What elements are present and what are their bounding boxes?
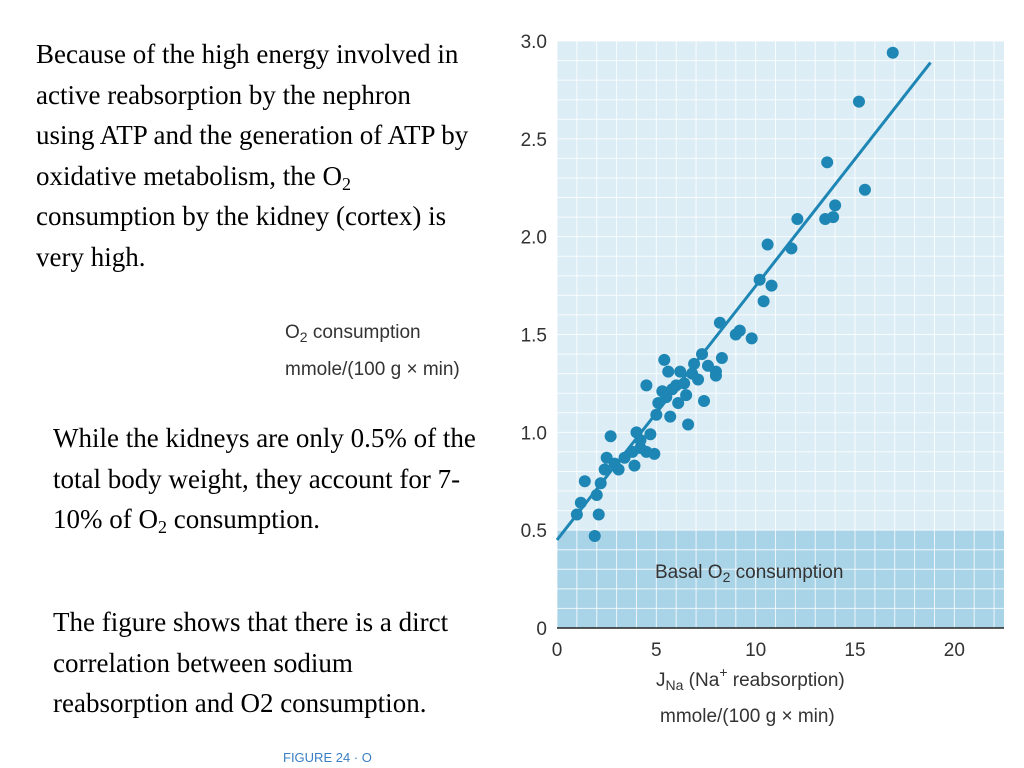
paragraph-body-weight-text-b: consumption. (166, 504, 320, 534)
data-point (688, 357, 701, 370)
data-point (650, 408, 663, 421)
basal-label-prefix: Basal O (655, 562, 723, 583)
data-point (715, 351, 728, 364)
y-tick-label: 0 (536, 619, 547, 640)
y-tick-label: 2.5 (521, 130, 547, 151)
data-point (628, 459, 641, 472)
y-tick-label: 2.0 (521, 228, 547, 249)
paragraph-body-weight-text-a: While the kidneys are only 0.5% of the t… (53, 423, 476, 534)
data-point (745, 332, 758, 345)
data-point (709, 369, 722, 382)
data-point (696, 348, 709, 361)
data-point (791, 213, 804, 226)
data-point (590, 488, 603, 501)
y-axis-label-prefix: O (285, 322, 300, 343)
paragraph-intro-text-b: consumption by the kidney (cortex) is ve… (36, 201, 447, 272)
basal-label: Basal O2 consumption (655, 562, 843, 584)
data-point (761, 238, 774, 251)
x-axis-label-mid: (Na (683, 670, 720, 691)
data-point (588, 530, 601, 543)
data-point (733, 324, 746, 337)
x-tick-label: 0 (552, 640, 563, 661)
data-point (765, 279, 778, 292)
data-point (648, 447, 661, 460)
data-point (574, 496, 587, 509)
x-tick-label: 5 (651, 640, 662, 661)
data-point (858, 183, 871, 196)
x-axis-label-subscript: Na (665, 677, 684, 693)
data-point (852, 95, 865, 108)
x-tick-label: 20 (944, 640, 965, 661)
data-point (604, 430, 617, 443)
data-point (594, 477, 607, 490)
data-point (674, 365, 687, 378)
paragraph-correlation: The figure shows that there is a dirct c… (53, 607, 449, 718)
data-point (821, 156, 834, 169)
data-point (682, 418, 695, 431)
y-tick-label: 3.0 (521, 32, 547, 53)
data-point (658, 353, 671, 366)
y-tick-label: 0.5 (521, 521, 547, 542)
paragraph-body-weight-subscript: 2 (157, 517, 167, 537)
paragraph-intro-text-a: Because of the high energy involved in a… (36, 39, 469, 191)
x-axis-label: JNa (Na+ reabsorption) (656, 665, 845, 693)
x-axis-units: mmole/(100 g × min) (660, 706, 835, 727)
y-axis-label: O2 consumption (285, 322, 421, 344)
data-point (578, 475, 591, 488)
data-point (644, 428, 657, 441)
x-tick-label: 10 (745, 640, 766, 661)
y-axis-label-suffix: consumption (307, 322, 421, 343)
grid-lines (556, 40, 1004, 629)
basal-label-suffix: consumption (730, 562, 844, 583)
data-point (570, 508, 583, 521)
data-point (680, 389, 693, 402)
data-point (598, 463, 611, 476)
data-point (640, 379, 653, 392)
x-tick-labels: 0 5 10 15 20 (552, 640, 965, 661)
data-point (664, 410, 677, 423)
data-point (785, 242, 798, 255)
data-point (692, 373, 705, 386)
data-point (753, 273, 766, 286)
data-point (662, 365, 675, 378)
paragraph-intro-subscript: 2 (341, 173, 351, 194)
y-tick-labels: 0 0.5 1.0 1.5 2.0 2.5 3.0 (521, 32, 547, 640)
data-points (570, 46, 899, 543)
x-tick-label: 15 (844, 640, 865, 661)
data-point (612, 463, 625, 476)
basal-band (557, 530, 1004, 628)
figure-caption: FIGURE 24 · O (283, 750, 372, 765)
y-axis-label-subscript: 2 (299, 329, 308, 345)
basal-label-subscript: 2 (722, 569, 731, 585)
x-axis-label-superscript: + (719, 664, 728, 680)
paragraph-body-weight: While the kidneys are only 0.5% of the t… (53, 418, 483, 540)
data-point (672, 396, 685, 409)
data-point (713, 316, 726, 329)
paragraph-intro: Because of the high energy involved in a… (36, 34, 476, 277)
data-point (829, 199, 842, 212)
x-axis-label-suffix: reabsorption) (727, 670, 845, 691)
data-point (757, 295, 770, 308)
data-point (698, 395, 711, 408)
data-point (827, 211, 840, 224)
data-point (886, 46, 899, 59)
y-tick-label: 1.5 (521, 326, 547, 347)
y-tick-label: 1.0 (521, 423, 547, 444)
y-axis-units: mmole/(100 g × min) (285, 359, 460, 380)
data-point (592, 508, 605, 521)
data-point (678, 377, 691, 390)
x-axis-label-prefix: J (656, 670, 666, 691)
